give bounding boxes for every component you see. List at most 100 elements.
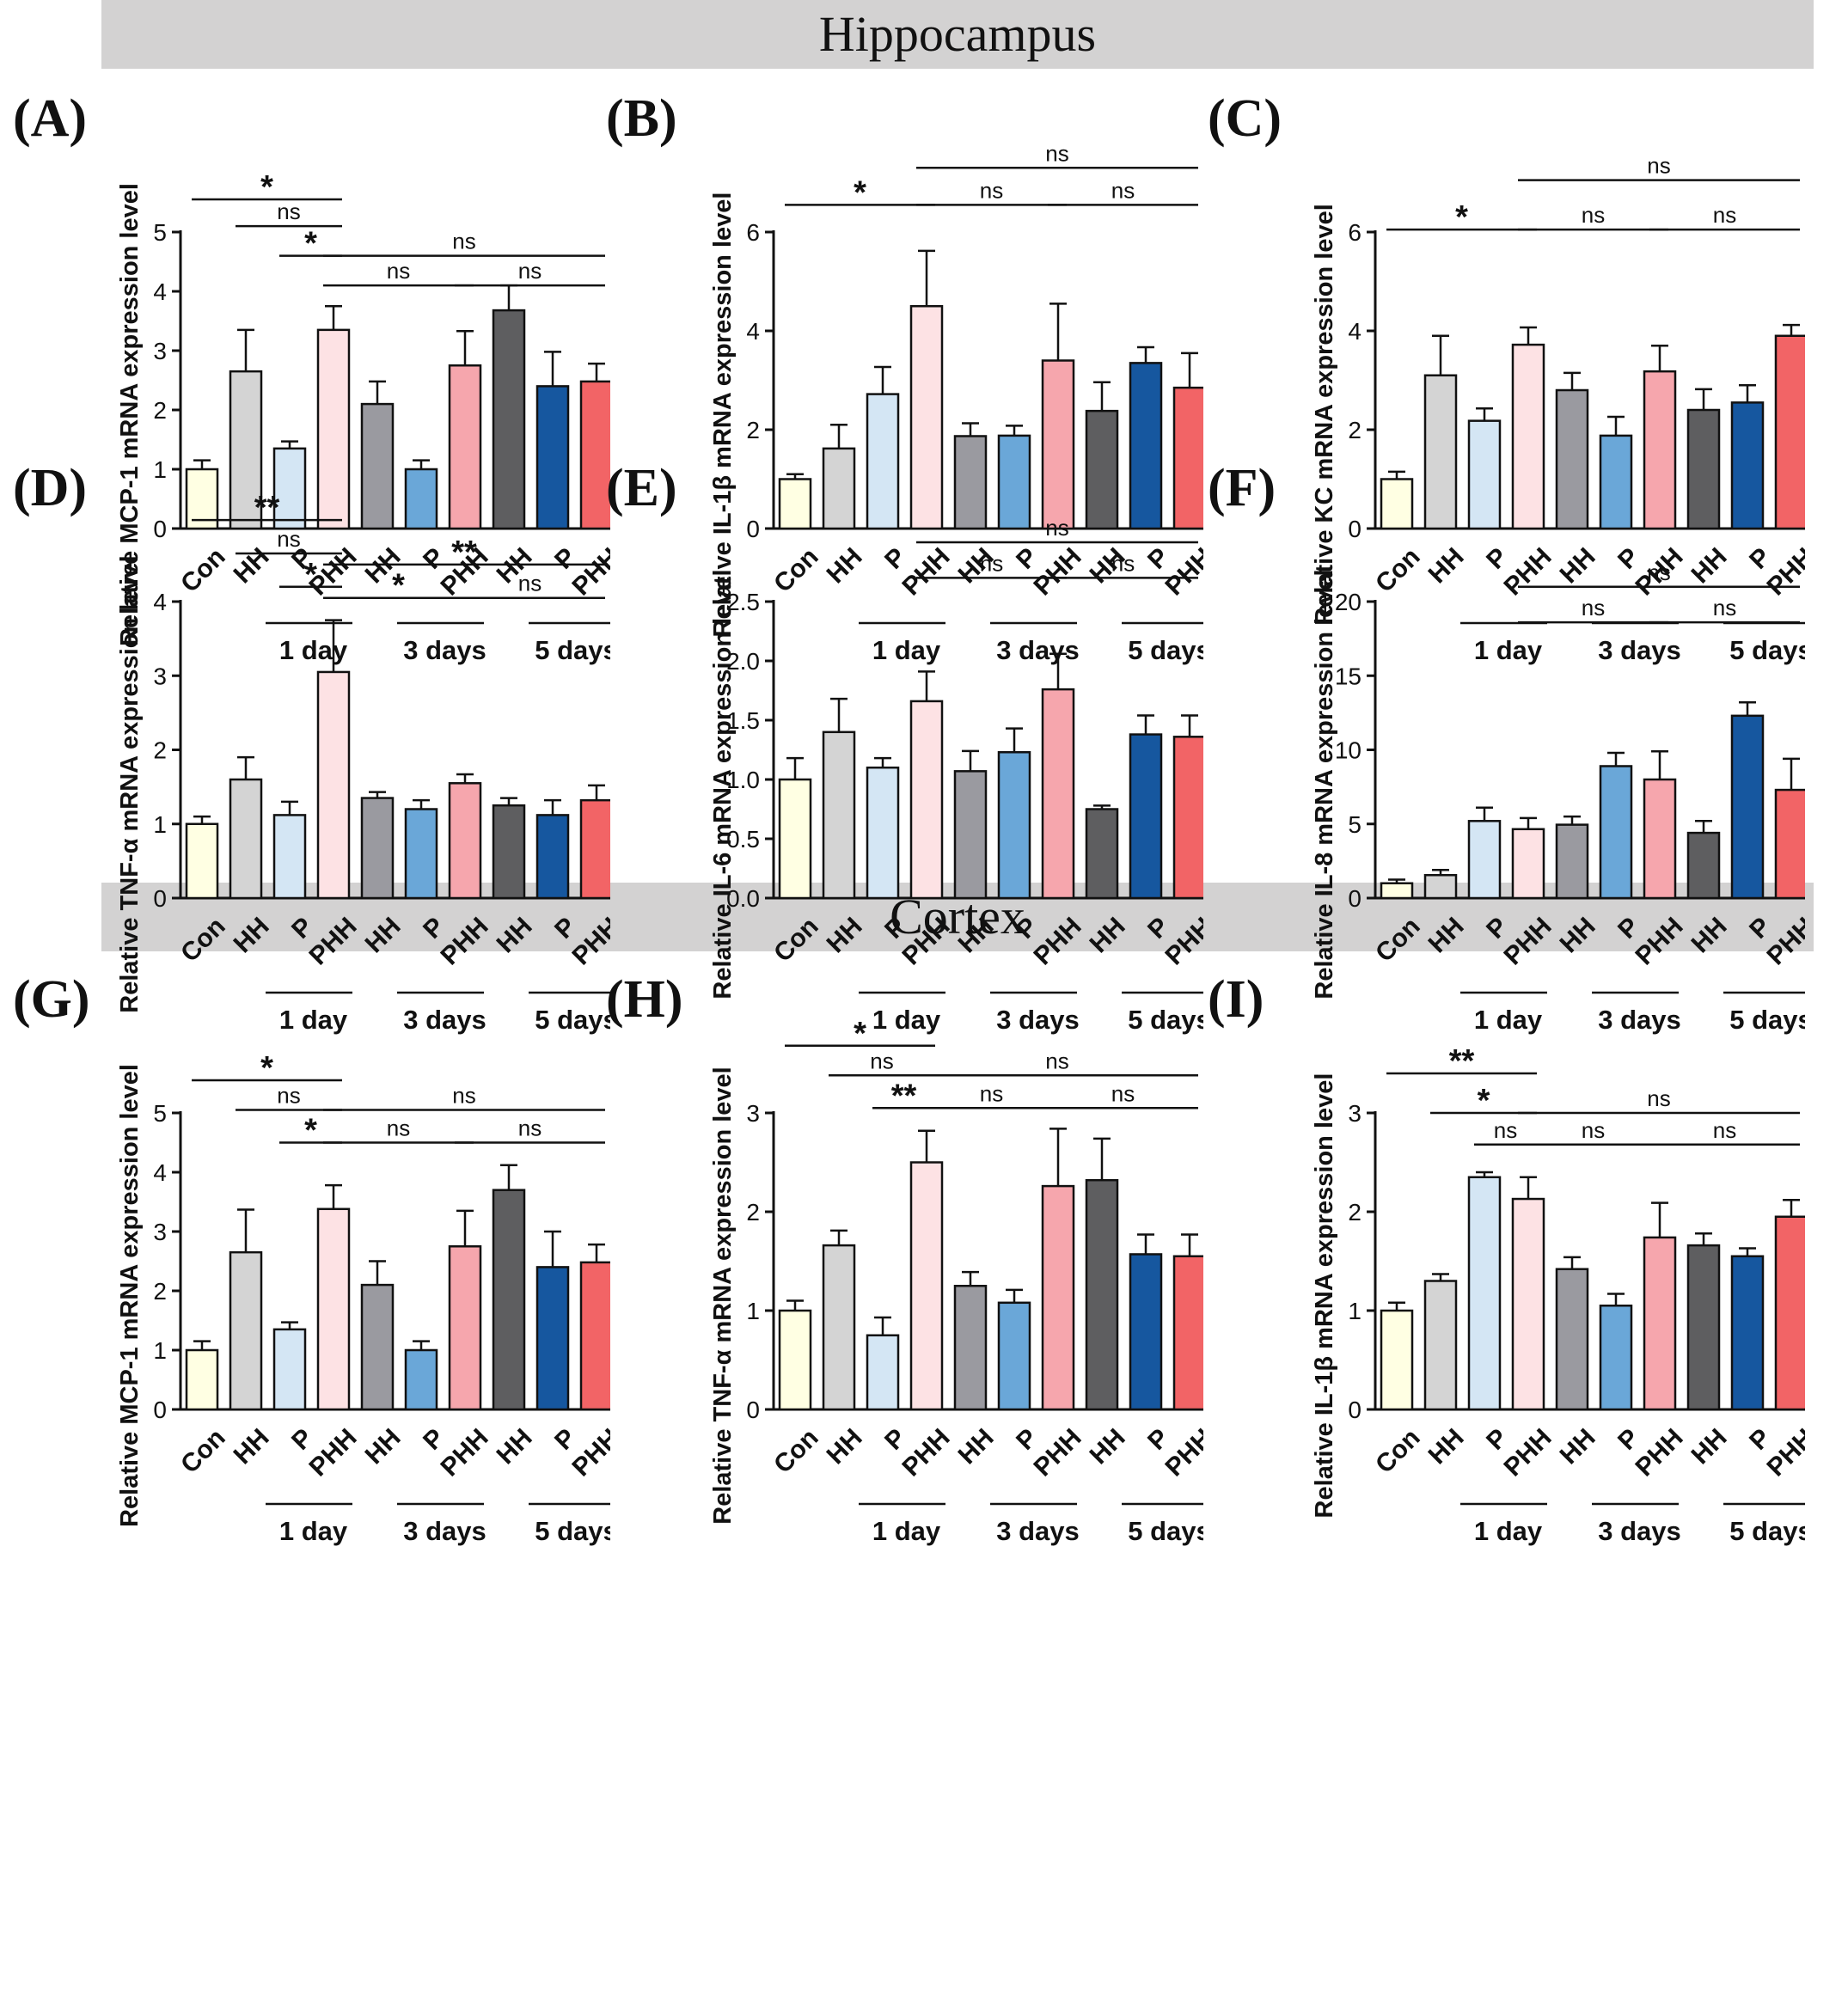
group-label: 1 day [279, 1516, 348, 1546]
significance-label: ns [1582, 595, 1605, 620]
bar [1686, 1244, 1721, 1411]
bar [1730, 714, 1765, 900]
bar [1467, 1176, 1502, 1411]
x-tick-label: HH [1555, 1423, 1601, 1470]
x-tick-label: P [418, 912, 450, 944]
x-tick-label: HH [822, 912, 868, 958]
bar [1774, 1215, 1805, 1411]
x-tick-label: P [1011, 1423, 1043, 1455]
bar [1599, 1305, 1633, 1411]
bar [404, 808, 438, 900]
bar [1511, 343, 1545, 530]
significance-label: ns [1045, 1048, 1068, 1073]
group-label: 5 days [535, 1516, 610, 1546]
y-tick-label: 0 [746, 516, 760, 542]
y-axis-label: Relative IL-8 mRNA expression level [1311, 569, 1338, 999]
x-tick-label: PHH [1160, 1423, 1203, 1482]
panel-letter: (B) [606, 89, 677, 148]
bar [1599, 765, 1633, 900]
bar [1511, 1197, 1545, 1411]
bar [1730, 1255, 1765, 1411]
x-tick-label: P [1744, 912, 1776, 944]
panel-letter: (E) [606, 459, 677, 517]
x-tick-label: Con [1370, 1423, 1426, 1479]
x-tick-label: HH [229, 1423, 275, 1470]
significance-label: ** [254, 490, 280, 526]
group-label: 1 day [872, 1516, 941, 1546]
significance-label: ns [277, 199, 300, 224]
group-label: 5 days [535, 635, 610, 665]
bar [492, 309, 526, 530]
x-tick-label: P [1744, 1423, 1776, 1455]
x-tick-label: HH [360, 1423, 407, 1470]
y-tick-label: 4 [153, 1159, 167, 1186]
chart-svg: (B) Relative IL-1β mRNA expression level 0… [606, 89, 1203, 665]
group-label: 5 days [1729, 635, 1805, 665]
panel-i: (I) Relative IL-1β mRNA expression level 0… [1203, 958, 1805, 1577]
y-tick-label: 3 [153, 338, 167, 364]
group-label: 3 days [1598, 1005, 1681, 1035]
significance-label: * [854, 1016, 866, 1052]
bar [1555, 823, 1589, 900]
group-label: 1 day [1474, 1516, 1543, 1546]
y-axis-label: Relative IL-6 mRNA expression level [709, 569, 737, 999]
x-tick-label: P [286, 1423, 318, 1455]
y-tick-label: 4 [746, 318, 760, 345]
x-tick-label: Con [768, 1423, 824, 1479]
y-tick-label: 0 [1348, 885, 1362, 912]
panel-d: (D) Relative TNF-α mRNA expression level 0… [9, 447, 610, 1066]
x-tick-label: PHH [1499, 1423, 1557, 1482]
significance-label: ns [387, 258, 410, 284]
x-tick-label: P [1612, 1423, 1644, 1455]
bar [1085, 1178, 1119, 1411]
y-axis-label: Relative KC mRNA expression level [1311, 204, 1338, 626]
group-label: 5 days [1729, 1516, 1805, 1546]
significance-label: ** [451, 535, 477, 571]
significance-label: * [304, 557, 317, 593]
x-tick-label: P [879, 1423, 911, 1455]
y-tick-label: 1 [153, 456, 167, 483]
significance-label: ns [1713, 1117, 1736, 1143]
bar [997, 434, 1031, 530]
x-tick-label: P [1612, 912, 1644, 944]
significance-label: ns [1647, 1085, 1670, 1111]
y-axis-label: Relative TNF-α mRNA expression level [116, 555, 144, 1012]
y-tick-label: 20 [1335, 589, 1362, 615]
bar [1643, 778, 1677, 900]
x-tick-label: P [549, 912, 581, 944]
bar [953, 435, 988, 530]
group-label: 5 days [1128, 1005, 1203, 1035]
bar [997, 751, 1031, 900]
y-tick-label: 0 [153, 1397, 167, 1423]
bar [1380, 1309, 1414, 1411]
significance-label: ** [1449, 1043, 1475, 1079]
bar [997, 1301, 1031, 1411]
significance-label: ns [452, 1083, 475, 1109]
bar [953, 770, 988, 900]
x-tick-label: HH [1423, 1423, 1470, 1470]
x-tick-label: HH [822, 1423, 868, 1470]
y-tick-label: 4 [153, 589, 167, 615]
bar [229, 1250, 263, 1411]
y-tick-label: 0 [153, 516, 167, 542]
y-tick-label: 0 [153, 885, 167, 912]
panel-letter: (I) [1208, 970, 1264, 1029]
bar [1599, 434, 1633, 530]
significance-label: ns [1111, 177, 1135, 203]
x-tick-label: HH [1423, 912, 1470, 958]
bar [404, 1348, 438, 1411]
panel-letter: (C) [1208, 89, 1282, 148]
y-tick-label: 10 [1335, 737, 1362, 764]
y-tick-label: 1.5 [726, 707, 760, 734]
y-tick-label: 1.0 [726, 767, 760, 793]
x-tick-label: PHH [436, 1423, 494, 1482]
x-tick-label: PHH [1762, 1423, 1805, 1482]
significance-label: ns [1111, 1080, 1135, 1106]
panel-letter: (A) [13, 89, 87, 148]
y-tick-label: 1 [153, 811, 167, 838]
panel-letter: (F) [1208, 459, 1276, 517]
chart-svg: (D) Relative TNF-α mRNA expression level 0… [13, 459, 610, 1035]
panel-letter: (H) [606, 970, 683, 1029]
bar [316, 328, 351, 530]
